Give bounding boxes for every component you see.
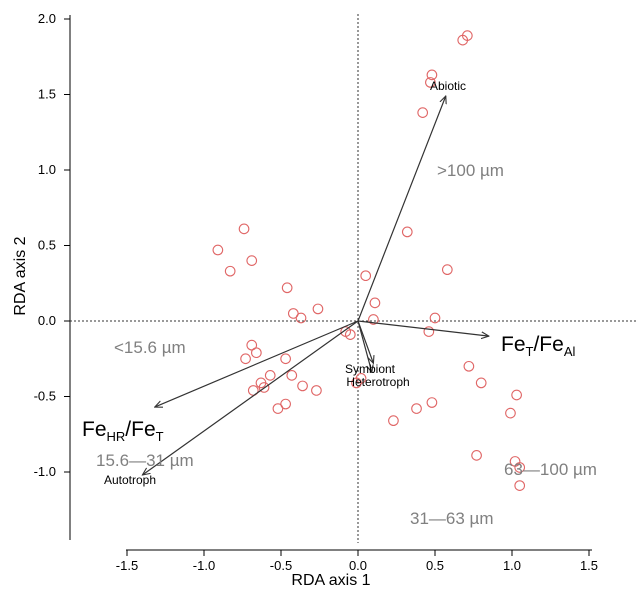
y-tick-label: 0.0 bbox=[38, 313, 56, 328]
x-tick-label: 0.5 bbox=[426, 558, 444, 573]
sample-point bbox=[475, 377, 487, 389]
sample-point bbox=[429, 312, 441, 324]
sample-point bbox=[351, 377, 362, 389]
sample-point bbox=[401, 226, 413, 238]
sample-point bbox=[471, 450, 482, 461]
sample-point bbox=[287, 308, 299, 319]
sample-point bbox=[280, 353, 291, 365]
sample-point bbox=[224, 265, 236, 277]
sample-point bbox=[369, 297, 381, 309]
sample-point bbox=[463, 360, 475, 372]
sample-point bbox=[411, 403, 422, 414]
vector-label-fehr-fet: FeHR/FeT bbox=[82, 418, 164, 444]
sample-point bbox=[417, 107, 429, 118]
grain-label-15-31: 15.6—31 µm bbox=[96, 451, 194, 470]
y-tick-label: -0.5 bbox=[34, 389, 56, 404]
sample-point bbox=[246, 255, 258, 266]
sample-points bbox=[212, 30, 526, 491]
sample-point bbox=[368, 314, 379, 325]
y-tick-label: 1.5 bbox=[38, 87, 56, 102]
feal-main: Fe bbox=[501, 333, 526, 356]
sample-point bbox=[360, 270, 372, 282]
vector-label-symbiont: Symbiont bbox=[345, 362, 396, 376]
sample-point bbox=[212, 244, 224, 256]
sample-point bbox=[246, 339, 258, 351]
sample-point bbox=[238, 223, 250, 235]
sample-point bbox=[311, 385, 322, 396]
vector-label-autotroph: Autotroph bbox=[104, 473, 156, 487]
x-tick-label: -0.5 bbox=[270, 558, 292, 573]
vector-arrows bbox=[142, 96, 489, 475]
vector-arrow-fe-hr-fe-t bbox=[155, 320, 359, 407]
x-tick-label: 0.0 bbox=[349, 558, 367, 573]
fehr-sub2: T bbox=[156, 429, 164, 444]
sample-point bbox=[425, 77, 436, 88]
sample-point bbox=[312, 303, 324, 315]
sample-point bbox=[426, 69, 438, 81]
y-tick-label: 0.5 bbox=[38, 238, 56, 253]
sample-point bbox=[441, 264, 453, 276]
x-tick-label: -1.0 bbox=[193, 558, 215, 573]
sample-point bbox=[344, 329, 356, 340]
vector-label-heterotroph: Heterotroph bbox=[346, 375, 409, 389]
x-tick-label: 1.0 bbox=[503, 558, 521, 573]
sample-point bbox=[280, 398, 291, 410]
sample-point bbox=[426, 397, 438, 408]
grain-label-63-100: 63—100 µm bbox=[504, 460, 597, 479]
y-tick-label: -1.0 bbox=[34, 464, 56, 479]
sample-point bbox=[251, 347, 262, 359]
sample-point bbox=[264, 370, 276, 381]
ticks: -1.5 -1.0 -0.5 0.0 0.5 1.0 1.5 -1.0 -0.5 0.0 0.5 1.… bbox=[34, 11, 598, 573]
vector-arrow-fe-t-fe-al bbox=[357, 320, 489, 336]
feal-slash: /Fe bbox=[533, 333, 563, 356]
sample-point bbox=[272, 403, 284, 414]
fehr-main: Fe bbox=[82, 418, 107, 441]
sample-point bbox=[258, 382, 270, 393]
sample-point bbox=[388, 415, 399, 427]
sample-point bbox=[297, 380, 308, 392]
sample-point bbox=[240, 353, 251, 365]
feal-sub2: Al bbox=[564, 344, 576, 359]
sample-point bbox=[295, 312, 307, 324]
vector-label-fet-feal: FeT/FeAl bbox=[501, 333, 575, 359]
y-axis-title: RDA axis 2 bbox=[12, 236, 29, 315]
feal-sub: T bbox=[526, 344, 534, 359]
sample-point bbox=[511, 389, 522, 401]
y-tick-label: 1.0 bbox=[38, 162, 56, 177]
vector-label-abiotic: Abiotic bbox=[430, 79, 466, 93]
grain-label-31-63: 31—63 µm bbox=[410, 509, 494, 528]
sample-point bbox=[286, 370, 298, 381]
fehr-sub: HR bbox=[107, 429, 126, 444]
x-tick-label: 1.5 bbox=[580, 558, 598, 573]
grain-label-gt100: >100 µm bbox=[437, 161, 504, 180]
vector-arrow-heterotroph bbox=[357, 320, 372, 372]
x-tick-label: -1.5 bbox=[116, 558, 138, 573]
sample-point bbox=[505, 407, 516, 419]
labels: RDA axis 1 RDA axis 2 Abiotic Symbiont H… bbox=[12, 79, 597, 589]
sample-point bbox=[514, 462, 526, 473]
y-tick-label: 2.0 bbox=[38, 11, 56, 26]
vector-arrow-symbiont bbox=[357, 320, 373, 363]
sample-point bbox=[423, 326, 435, 337]
vector-arrow-autotroph bbox=[142, 320, 359, 475]
sample-point bbox=[281, 282, 293, 294]
x-axis-title: RDA axis 1 bbox=[291, 572, 370, 589]
grain-label-lt15: <15.6 µm bbox=[114, 338, 186, 357]
sample-point bbox=[514, 480, 526, 491]
vector-arrow-abiotic bbox=[357, 96, 446, 322]
fehr-slash: /Fe bbox=[125, 418, 155, 441]
sample-point bbox=[461, 30, 473, 41]
